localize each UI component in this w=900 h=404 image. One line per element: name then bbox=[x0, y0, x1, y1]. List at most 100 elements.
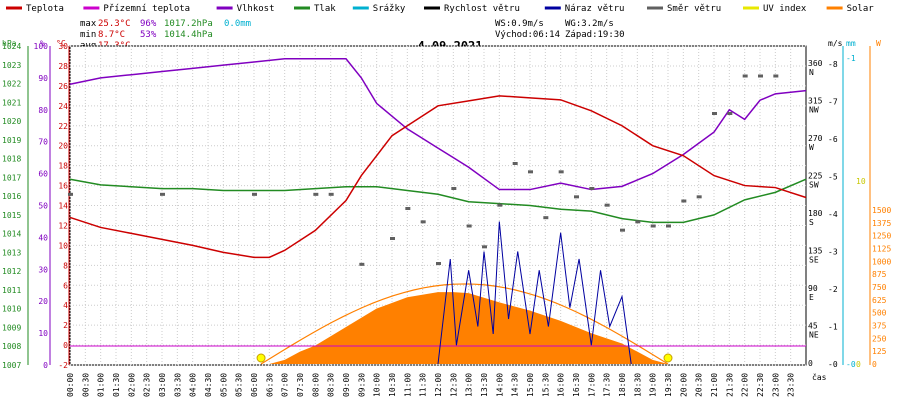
pressure-line bbox=[69, 178, 807, 224]
x-tick-label-47: 23:30 bbox=[787, 373, 796, 397]
stat-sunset: Západ:19:30 bbox=[565, 30, 625, 40]
wind-direction-mark-12 bbox=[482, 245, 487, 249]
temp-tick-9: 12 bbox=[58, 221, 68, 230]
x-tick-label-0: 00:00 bbox=[66, 373, 75, 397]
legend-label-6: Náraz větru bbox=[565, 4, 625, 14]
legend-label-8: UV index bbox=[763, 4, 807, 14]
wind-direction-mark-18 bbox=[574, 195, 579, 199]
hpa-tick-3: 1021 bbox=[2, 98, 21, 107]
x-tick-label-23: 11:30 bbox=[419, 373, 428, 397]
x-tick-label-31: 15:30 bbox=[541, 373, 550, 397]
hpa-tick-9: 1015 bbox=[2, 211, 21, 220]
wind-direction-mark-22 bbox=[635, 220, 641, 224]
x-tick-label-21: 10:30 bbox=[388, 373, 397, 397]
x-tick-label-35: 17:30 bbox=[603, 373, 612, 397]
uv-tick-0: 10 bbox=[856, 177, 866, 186]
stat-ws: WS:0.9m/s bbox=[495, 19, 544, 29]
wind-direction-mark-6 bbox=[390, 237, 395, 240]
stat-wg: WG:3.2m/s bbox=[565, 19, 614, 29]
wind-direction-mark-25 bbox=[681, 199, 687, 203]
temp-tick-12: 6 bbox=[63, 281, 68, 290]
hum-tick-10: 0 bbox=[43, 361, 48, 370]
x-tick-label-8: 04:00 bbox=[189, 373, 198, 397]
w-tick-4: 1000 bbox=[872, 257, 891, 266]
dir-compass-2: W bbox=[809, 143, 814, 152]
stat-min-label: min bbox=[80, 30, 96, 40]
hum-tick-4: 60 bbox=[38, 170, 48, 179]
x-unit: čas bbox=[812, 372, 827, 382]
w-tick-6: 750 bbox=[872, 283, 887, 292]
x-tick-label-37: 18:30 bbox=[633, 373, 642, 397]
wind-direction-mark-2 bbox=[252, 192, 257, 196]
hum-tick-1: 90 bbox=[38, 74, 48, 83]
x-tick-label-44: 22:00 bbox=[741, 373, 750, 397]
ms-unit: m/s bbox=[828, 39, 843, 48]
x-tick-label-15: 07:30 bbox=[296, 373, 305, 397]
hpa-tick-17: 1007 bbox=[2, 361, 21, 370]
temp-tick-6: 18 bbox=[58, 162, 68, 171]
hpa-tick-15: 1009 bbox=[2, 323, 21, 332]
wind-direction-mark-27 bbox=[712, 112, 717, 115]
x-tick-label-32: 16:00 bbox=[557, 373, 566, 397]
x-tick-label-33: 16:30 bbox=[572, 373, 581, 397]
x-tick-label-43: 21:30 bbox=[725, 373, 734, 397]
stat-min-hum: 53% bbox=[140, 30, 157, 40]
temp-tick-5: 20 bbox=[58, 142, 68, 151]
legend-label-9: Solar bbox=[847, 4, 875, 14]
x-tick-label-26: 13:00 bbox=[465, 373, 474, 397]
legend-label-7: Směr větru bbox=[667, 4, 721, 14]
dir-compass-7: NE bbox=[809, 331, 819, 340]
temp-tick-11: 8 bbox=[63, 261, 68, 270]
wind-direction-mark-20 bbox=[604, 203, 610, 207]
mm-tick-1: -0 bbox=[846, 360, 856, 369]
ms-tick-3: -5 bbox=[828, 173, 838, 182]
temp-tick-2: 26 bbox=[58, 82, 68, 91]
hpa-tick-5: 1019 bbox=[2, 136, 21, 145]
x-tick-label-5: 02:30 bbox=[143, 373, 152, 397]
dir-tick-3: 225 bbox=[808, 172, 823, 181]
x-tick-label-27: 13:30 bbox=[480, 373, 489, 397]
stat-max-temp: 25.3°C bbox=[98, 19, 131, 29]
x-tick-label-14: 07:00 bbox=[281, 373, 290, 397]
stat-max-press: 1017.2hPa bbox=[164, 19, 213, 29]
temp-tick-0: 30 bbox=[58, 42, 68, 51]
temp-tick-14: 2 bbox=[63, 321, 68, 330]
dir-compass-5: SE bbox=[809, 256, 819, 265]
w-tick-2: 1250 bbox=[872, 232, 891, 241]
ms-tick-8: -0 bbox=[828, 360, 838, 369]
legend-label-2: Vlhkost bbox=[237, 4, 275, 14]
x-tick-label-34: 17:00 bbox=[587, 373, 596, 397]
x-tick-label-4: 02:00 bbox=[127, 373, 136, 397]
hpa-tick-8: 1016 bbox=[2, 192, 21, 201]
hpa-tick-6: 1018 bbox=[2, 155, 21, 164]
stat-rain: 0.0mm bbox=[224, 19, 251, 29]
x-tick-label-24: 12:00 bbox=[434, 373, 443, 397]
x-tick-label-28: 14:00 bbox=[495, 373, 504, 397]
ms-tick-4: -4 bbox=[828, 210, 838, 219]
hum-tick-5: 50 bbox=[38, 202, 48, 211]
hpa-tick-1: 1023 bbox=[2, 61, 21, 70]
wind-direction-mark-30 bbox=[758, 74, 763, 78]
x-tick-label-12: 06:00 bbox=[250, 373, 259, 397]
hpa-tick-4: 1020 bbox=[2, 117, 21, 126]
x-tick-label-13: 06:30 bbox=[265, 373, 274, 397]
hpa-tick-2: 1022 bbox=[2, 80, 21, 89]
hum-tick-8: 20 bbox=[38, 297, 48, 306]
hum-tick-0: 100 bbox=[34, 42, 49, 51]
w-tick-11: 125 bbox=[872, 347, 887, 356]
hpa-tick-12: 1012 bbox=[2, 267, 21, 276]
wind-direction-mark-26 bbox=[696, 195, 702, 199]
x-tick-label-18: 09:00 bbox=[342, 373, 351, 397]
w-tick-0: 1500 bbox=[872, 206, 891, 215]
wind-direction-mark-0 bbox=[68, 192, 73, 196]
wind-direction-mark-5 bbox=[359, 262, 365, 266]
hum-tick-2: 80 bbox=[38, 106, 48, 115]
legend-label-3: Tlak bbox=[314, 4, 336, 14]
x-tick-label-36: 18:00 bbox=[618, 373, 627, 397]
w-tick-7: 625 bbox=[872, 296, 887, 305]
stat-min-press: 1014.4hPa bbox=[164, 30, 213, 40]
hum-tick-7: 30 bbox=[38, 265, 48, 274]
hum-tick-9: 10 bbox=[38, 329, 48, 338]
wind-direction-mark-28 bbox=[727, 112, 733, 115]
